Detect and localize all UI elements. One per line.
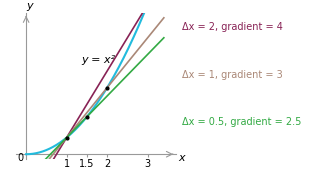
Text: Δx = 0.5, gradient = 2.5: Δx = 0.5, gradient = 2.5 — [182, 117, 302, 127]
Text: y = x²: y = x² — [81, 55, 115, 65]
Text: y: y — [26, 1, 33, 11]
Text: 0: 0 — [18, 153, 24, 163]
Text: Δx = 1, gradient = 3: Δx = 1, gradient = 3 — [182, 70, 283, 80]
Text: Δx = 2, gradient = 4: Δx = 2, gradient = 4 — [182, 22, 283, 32]
Text: x: x — [178, 153, 185, 163]
